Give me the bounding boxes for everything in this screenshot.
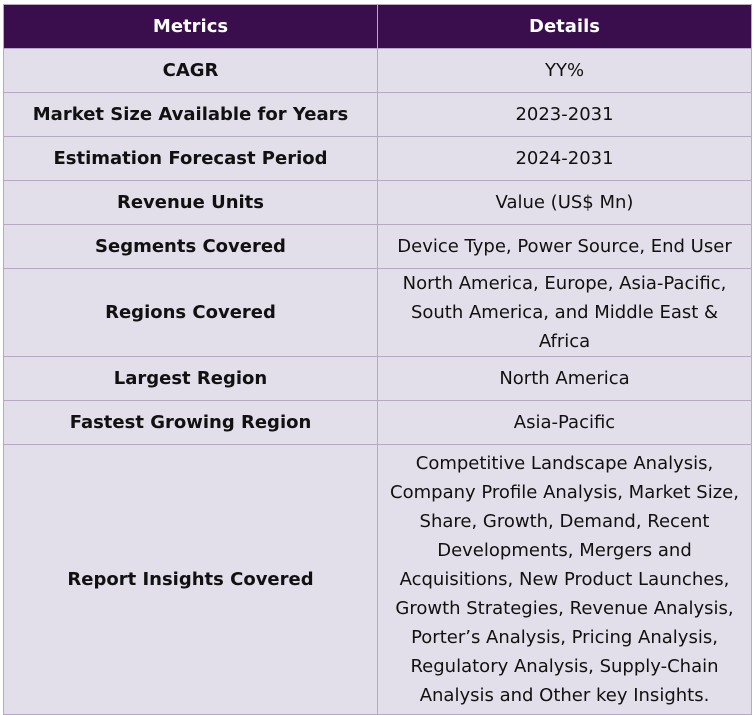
table-row: Revenue Units Value (US$ Mn) [3, 180, 752, 225]
metric-cell: Fastest Growing Region [3, 400, 378, 445]
details-cell: Device Type, Power Source, End User [377, 224, 752, 269]
details-cell: Competitive Landscape Analysis, Company … [377, 444, 752, 715]
table-header-row: Metrics Details [3, 4, 752, 49]
metric-cell: Regions Covered [3, 268, 378, 357]
details-cell: YY% [377, 48, 752, 93]
details-cell: Asia-Pacific [377, 400, 752, 445]
header-details: Details [377, 4, 752, 49]
report-metrics-table: Metrics Details CAGR YY% Market Size Ava… [3, 4, 752, 715]
details-cell: 2023-2031 [377, 92, 752, 137]
table-row: Largest Region North America [3, 356, 752, 401]
metric-cell: Revenue Units [3, 180, 378, 225]
table-row: Segments Covered Device Type, Power Sour… [3, 224, 752, 269]
details-cell: Value (US$ Mn) [377, 180, 752, 225]
table-row: Regions Covered North America, Europe, A… [3, 268, 752, 357]
table-row: CAGR YY% [3, 48, 752, 93]
metric-cell: Segments Covered [3, 224, 378, 269]
table-row: Fastest Growing Region Asia-Pacific [3, 400, 752, 445]
details-cell: 2024-2031 [377, 136, 752, 181]
table-row: Market Size Available for Years 2023-203… [3, 92, 752, 137]
details-cell: North America, Europe, Asia-Pacific, Sou… [377, 268, 752, 357]
report-metrics-table-wrapper: Metrics Details CAGR YY% Market Size Ava… [3, 4, 752, 715]
metric-cell: CAGR [3, 48, 378, 93]
metric-cell: Largest Region [3, 356, 378, 401]
metric-cell: Report Insights Covered [3, 444, 378, 715]
header-metrics: Metrics [3, 4, 378, 49]
details-cell: North America [377, 356, 752, 401]
metric-cell: Estimation Forecast Period [3, 136, 378, 181]
table-row: Report Insights Covered Competitive Land… [3, 444, 752, 715]
metric-cell: Market Size Available for Years [3, 92, 378, 137]
table-row: Estimation Forecast Period 2024-2031 [3, 136, 752, 181]
